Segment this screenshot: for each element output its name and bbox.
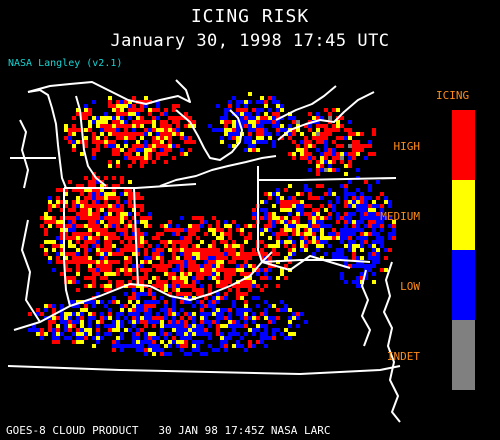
- legend-swatch-high: [452, 110, 475, 180]
- ohio-river: [13, 251, 273, 331]
- ny-pa-line: [258, 177, 397, 181]
- wv-va-line: [261, 255, 351, 271]
- footer-caption: GOES-8 CLOUD PRODUCT 30 JAN 98 17:45Z NA…: [6, 424, 331, 437]
- lake-michigan-east-shore: [75, 95, 107, 187]
- lake-ontario-shore: [277, 91, 375, 141]
- md-line: [261, 259, 371, 263]
- upper-peninsula: [27, 79, 191, 105]
- legend-label-high: HIGH: [393, 140, 421, 153]
- chesapeake-bay: [361, 269, 371, 347]
- legend-swatch-medium: [452, 180, 475, 250]
- ky-tn-line: [7, 365, 401, 375]
- canada-border: [275, 85, 337, 121]
- legend-label-medium: MEDIUM: [380, 210, 420, 223]
- legend-label-indet: INDET: [386, 350, 420, 363]
- legend-swatch-low: [452, 250, 475, 320]
- credit-label: NASA Langley (v2.1): [8, 58, 123, 69]
- icing-map: [7, 79, 401, 423]
- lake-erie-shore: [159, 155, 277, 187]
- icing-field: [28, 92, 396, 356]
- illinois-river: [21, 219, 41, 323]
- state-boundaries: [7, 79, 401, 423]
- legend-label-low: LOW: [400, 280, 420, 293]
- ohio-pa-line: [257, 166, 263, 263]
- atlantic-coast: [383, 261, 401, 423]
- map-timestamp: January 30, 1998 17:45 UTC: [110, 31, 390, 51]
- indiana-ohio-line: [133, 187, 139, 285]
- indiana-boundary: [63, 188, 71, 307]
- lake-michigan-west: [19, 119, 29, 189]
- legend-swatch-indet: [452, 320, 475, 390]
- map-title: ICING RISK: [190, 6, 310, 27]
- lake-huron-shore: [175, 109, 243, 161]
- legend-title: ICING: [436, 89, 470, 102]
- lake-michigan-shore: [27, 89, 67, 189]
- mi-in-oh-line: [64, 183, 197, 189]
